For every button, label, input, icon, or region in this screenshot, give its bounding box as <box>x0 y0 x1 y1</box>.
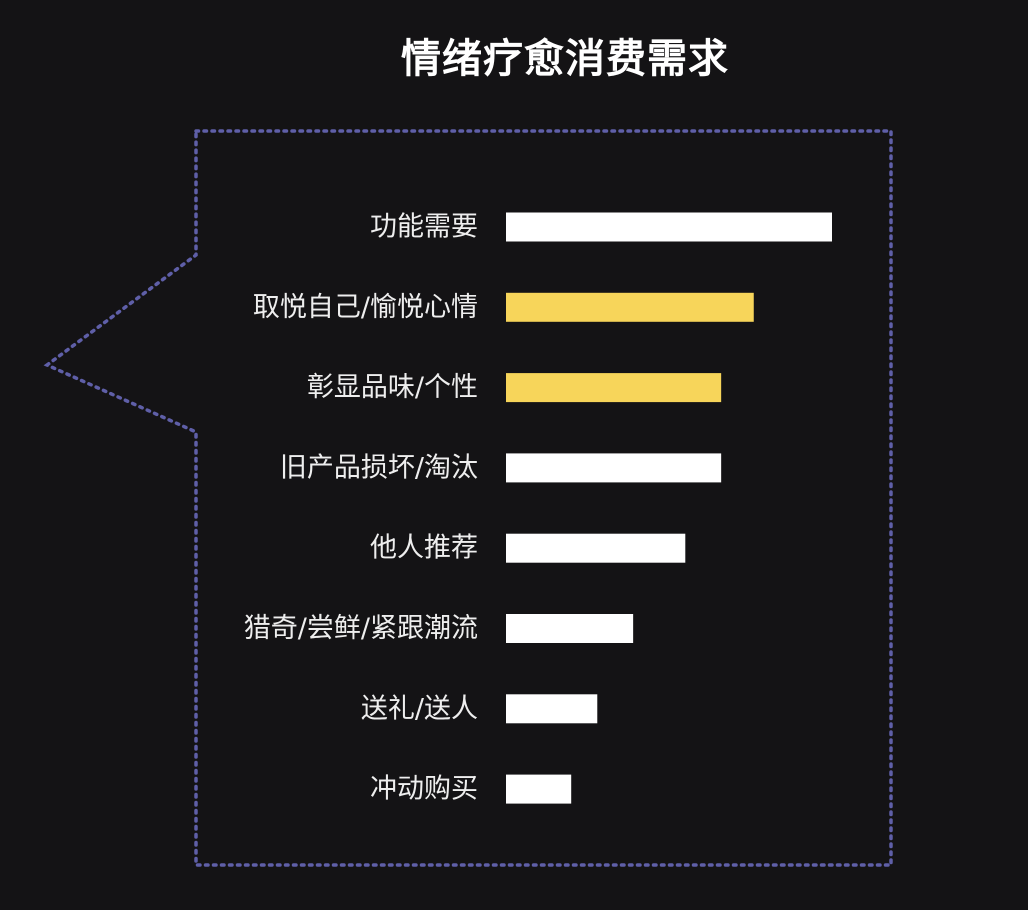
bar <box>506 694 598 724</box>
category-label: 冲动购买 <box>370 774 478 805</box>
category-labels: 功能需要取悦自己/愉悦心情彰显品味/个性旧产品损坏/淘汰他人推荐猎奇/尝鲜/紧跟… <box>244 212 478 805</box>
category-label: 猎奇/尝鲜/紧跟潮流 <box>244 613 478 644</box>
bar <box>506 453 722 483</box>
category-label: 他人推荐 <box>370 533 478 564</box>
bar <box>506 212 832 242</box>
category-label: 彰显品味/个性 <box>307 372 478 403</box>
bar <box>506 614 634 643</box>
category-label: 旧产品损坏/淘汰 <box>280 452 478 483</box>
bar-highlighted <box>506 373 722 403</box>
callout-frame <box>43 129 893 867</box>
bar <box>506 533 686 563</box>
bar <box>506 774 572 804</box>
bar-highlighted <box>506 292 754 322</box>
chart-title: 情绪疗愈消费需求 <box>401 36 729 82</box>
bars <box>506 212 832 804</box>
category-label: 取悦自己/愉悦心情 <box>253 292 478 323</box>
category-label: 功能需要 <box>370 212 478 243</box>
category-label: 送礼/送人 <box>361 693 478 724</box>
